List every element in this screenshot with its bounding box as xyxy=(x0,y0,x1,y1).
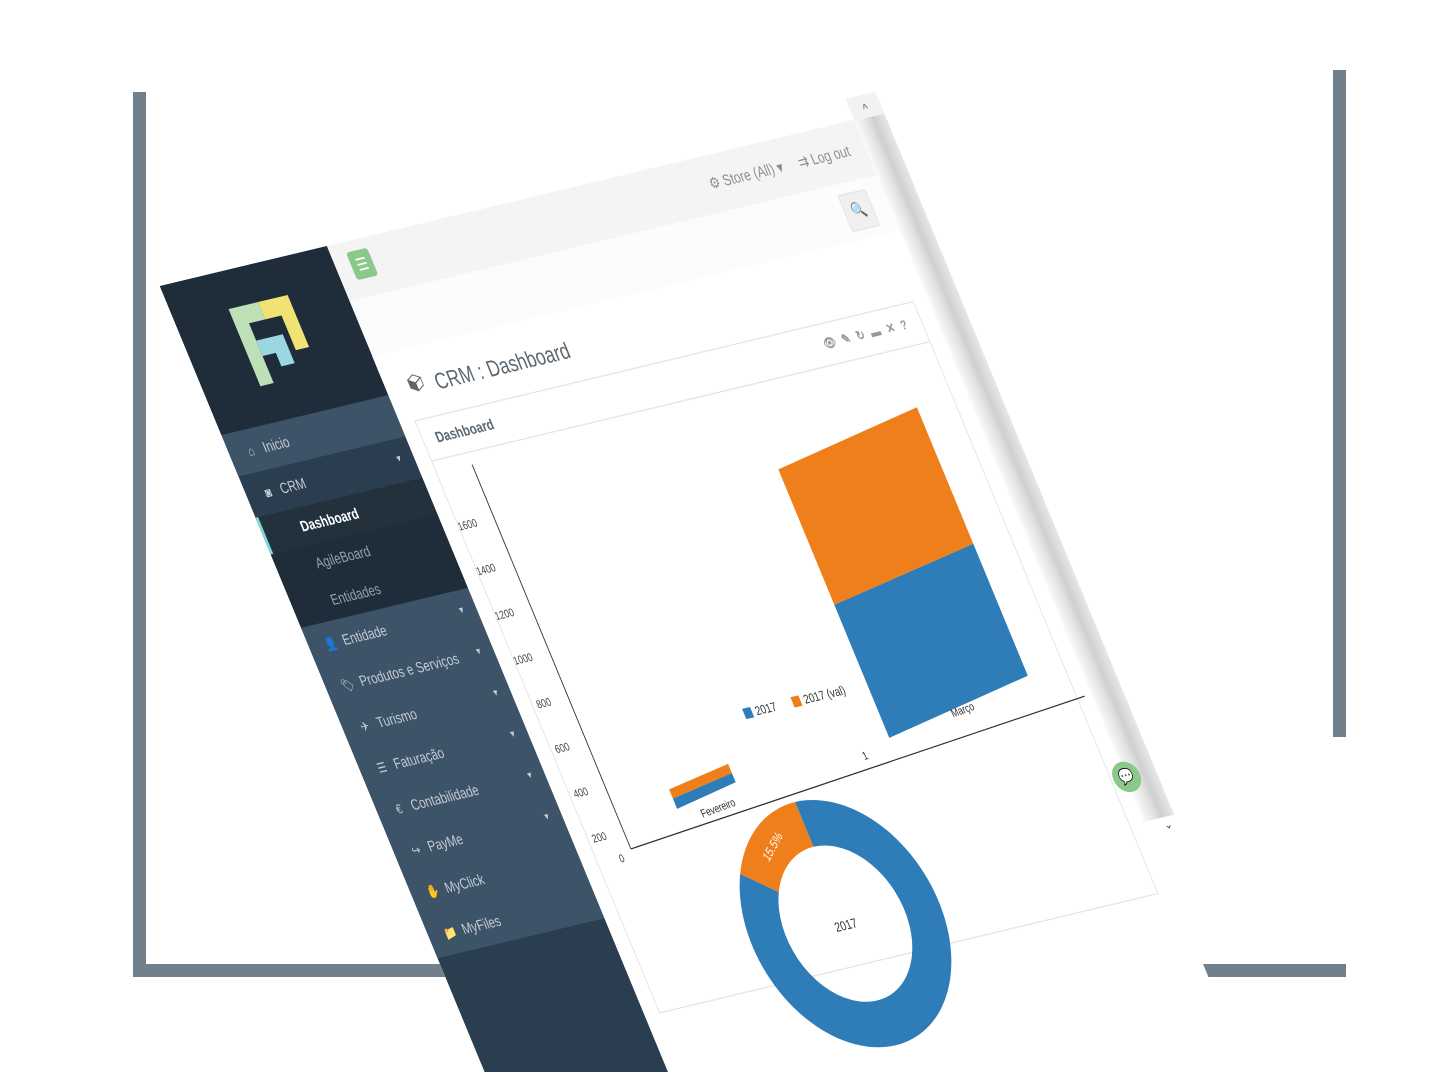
svg-text:0: 0 xyxy=(617,853,627,866)
svg-text:200: 200 xyxy=(590,831,609,846)
svg-text:400: 400 xyxy=(572,786,591,801)
svg-text:1400: 1400 xyxy=(475,562,499,578)
svg-text:2017: 2017 xyxy=(753,701,779,719)
svg-text:1600: 1600 xyxy=(456,518,480,534)
svg-text:1200: 1200 xyxy=(493,607,517,623)
svg-text:1000: 1000 xyxy=(512,652,536,668)
svg-text:800: 800 xyxy=(535,697,554,712)
svg-text:1: 1 xyxy=(861,750,871,763)
svg-text:2017: 2017 xyxy=(832,915,860,935)
svg-text:2017 (val): 2017 (val) xyxy=(802,684,848,707)
svg-text:600: 600 xyxy=(553,741,572,756)
